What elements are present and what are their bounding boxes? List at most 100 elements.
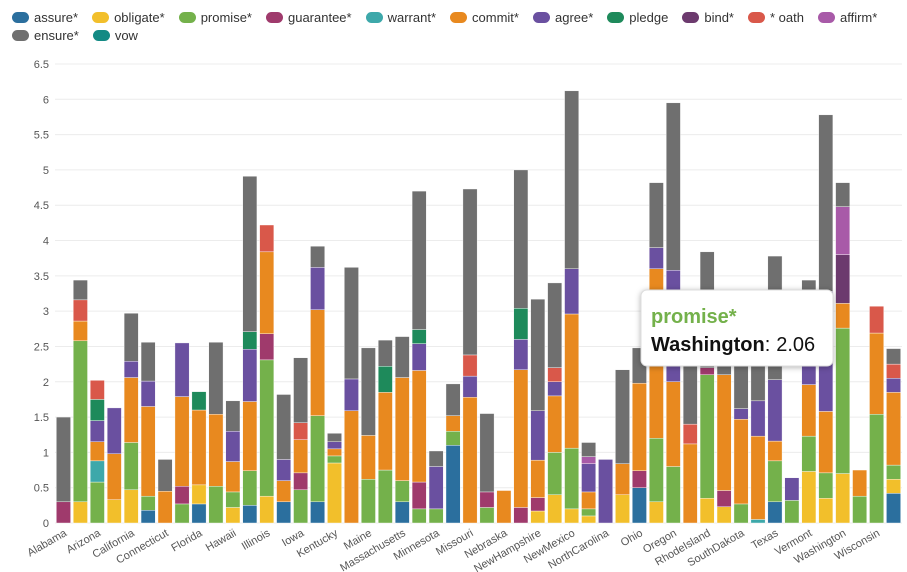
bar-segment — [547, 494, 563, 524]
y-tick-label: 5 — [43, 165, 49, 177]
tooltip-value: 2.06 — [776, 334, 815, 356]
legend-item[interactable]: warrant* — [365, 9, 436, 25]
legend-item[interactable]: ensure* — [12, 27, 79, 43]
bar-segment — [90, 380, 105, 400]
bar-segment — [106, 407, 122, 454]
bar-segment — [242, 176, 258, 332]
bar-segment — [818, 114, 834, 292]
bar-segment — [73, 299, 88, 322]
bar-segment — [479, 413, 495, 493]
bar-segment — [293, 422, 308, 440]
bar-segment — [716, 374, 732, 491]
tooltip-series: promise* — [651, 306, 737, 328]
bar-segment — [394, 336, 410, 378]
tooltip-category: Washington — [651, 334, 765, 356]
bar-segment — [750, 435, 766, 520]
legend-item[interactable]: pledge — [607, 9, 668, 25]
legend-item[interactable]: assure* — [12, 9, 78, 25]
bar-segment — [394, 501, 410, 524]
bar-segment — [598, 459, 613, 524]
bar-segment — [73, 340, 88, 503]
bar-segment — [547, 282, 563, 368]
bar-segment — [818, 472, 834, 499]
bar-segment — [344, 410, 359, 524]
bar-segment — [615, 494, 630, 524]
y-tick-label: 4.5 — [34, 200, 49, 212]
bar-segment — [123, 489, 139, 524]
bar-segment — [140, 510, 156, 524]
bar-segment — [394, 377, 410, 481]
bar-segment — [615, 463, 630, 495]
bar-segment — [886, 479, 901, 494]
bar-segment — [547, 381, 563, 397]
bar-segment — [361, 479, 376, 524]
bar-segment — [56, 501, 71, 524]
bar-segment — [411, 508, 427, 524]
bar-segment — [581, 491, 596, 510]
bar-segment — [123, 313, 139, 362]
legend-swatch — [817, 11, 835, 23]
legend-label: bind* — [704, 9, 734, 25]
bar-segment — [750, 400, 766, 437]
bar-segment — [835, 254, 851, 304]
bar-segment — [344, 378, 359, 411]
bar-segment — [411, 481, 427, 510]
bar-segment — [310, 267, 325, 310]
bar-segment — [513, 369, 529, 508]
bar-segment — [513, 339, 529, 370]
bar-segment — [632, 487, 647, 524]
bar-segment — [208, 486, 224, 524]
legend-label: vow — [114, 27, 138, 43]
bar-segment — [564, 268, 579, 315]
bar-segment — [293, 472, 308, 491]
legend-item[interactable]: guarantee* — [265, 9, 352, 25]
bar-segment — [191, 409, 207, 486]
bar-segment — [242, 331, 258, 350]
bar-segment — [462, 375, 478, 398]
bar-segment — [361, 435, 376, 480]
bar-segment — [513, 308, 529, 340]
legend-item[interactable]: vow — [92, 27, 138, 43]
legend-item[interactable]: * oath — [747, 9, 804, 25]
bar-segment — [174, 486, 190, 505]
bar-segment — [835, 473, 851, 524]
bar-segment — [327, 455, 342, 464]
bar-segment — [293, 357, 308, 423]
bar-segment — [767, 440, 783, 462]
legend-item[interactable]: promise* — [178, 9, 252, 25]
bar-segment — [818, 498, 834, 524]
bar-segment — [665, 102, 681, 271]
legend-swatch — [92, 29, 110, 41]
bar-segment — [886, 378, 901, 393]
bar-segment — [428, 450, 444, 467]
bar-segment — [90, 399, 105, 421]
legend-swatch — [92, 11, 110, 23]
bar-segment — [886, 348, 901, 365]
bar-segment — [191, 391, 207, 411]
legend-label: assure* — [34, 9, 79, 25]
bar-segment — [649, 247, 664, 269]
legend-item[interactable]: obligate* — [92, 9, 165, 25]
legend-item[interactable]: agree* — [532, 9, 593, 25]
legend-label: * oath — [769, 9, 804, 25]
bar-segment — [259, 495, 275, 524]
legend-swatch — [12, 11, 29, 23]
bar-segment — [767, 460, 783, 503]
bar-segment — [445, 445, 461, 524]
legend-item[interactable]: affirm* — [817, 9, 877, 25]
y-tick-label: 3.5 — [34, 271, 49, 283]
bar-segment — [310, 415, 325, 503]
bar-segment — [378, 469, 393, 524]
bar-segment — [479, 491, 495, 508]
bar-segment — [174, 396, 190, 487]
bar-segment — [750, 519, 766, 524]
bar-segment — [157, 459, 173, 492]
legend-item[interactable]: commit* — [450, 9, 519, 25]
bar-segment — [564, 313, 579, 449]
legend-swatch — [12, 29, 29, 41]
legend-item[interactable]: bind* — [682, 9, 734, 25]
bar-segment — [733, 366, 749, 409]
bar-segment — [547, 395, 563, 453]
bar-segment — [327, 441, 342, 450]
bar-segment — [140, 495, 156, 511]
